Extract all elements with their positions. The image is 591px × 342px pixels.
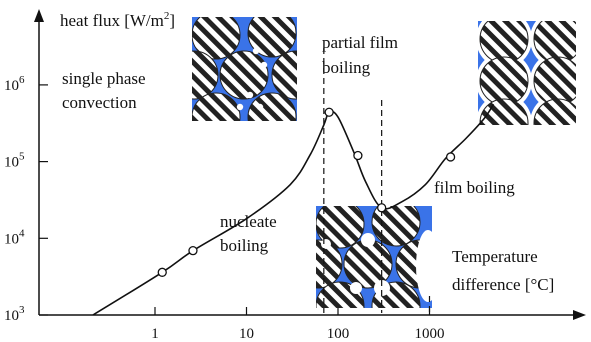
curve-marker (353, 150, 363, 161)
x-axis-label-line2: difference [°C] (452, 275, 554, 294)
particle (533, 21, 576, 64)
particle (192, 50, 219, 100)
particle (316, 206, 365, 249)
labels: heat flux [W/m2] Temperature difference … (60, 10, 554, 294)
particle (192, 17, 241, 60)
vapor-bubble (260, 61, 268, 69)
y-tick-exponent: 6 (19, 74, 25, 86)
nucleate-inset (192, 17, 297, 121)
x-tick-label: 1000 (415, 326, 445, 342)
y-tick-exponent: 4 (19, 227, 25, 239)
y-tick-exponent: 5 (19, 151, 25, 163)
curve-marker (445, 152, 456, 162)
region-label-partial-film-1: partial film (322, 33, 398, 52)
region-label-single-phase-2: convection (62, 93, 137, 112)
particle (533, 98, 576, 125)
x-axis-arrow (573, 310, 586, 320)
particle (371, 206, 421, 247)
transition-inset (316, 206, 432, 308)
y-tick-label: 105 (4, 151, 25, 171)
region-label-film: film boiling (434, 178, 515, 197)
boiling-curve (92, 103, 495, 316)
insets (192, 17, 576, 308)
x-tick-label: 10 (239, 326, 254, 342)
particle (247, 92, 297, 121)
vapor-bubble (256, 103, 264, 111)
particle (192, 92, 241, 121)
region-label-single-phase-1: single phase (62, 69, 146, 88)
y-tick-label: 103 (4, 304, 25, 324)
region-dividers (323, 48, 431, 313)
y-tick-label: 104 (4, 227, 25, 247)
film-inset (478, 21, 576, 125)
curve-marker (324, 107, 334, 117)
particle (479, 98, 529, 125)
curve-markers (157, 107, 456, 277)
vapor-bubble (361, 233, 375, 247)
y-tick-base: 10 (4, 308, 19, 324)
curve-marker (188, 246, 198, 256)
y-tick-label: 106 (4, 74, 25, 94)
x-tick-label: 1 (151, 326, 159, 342)
y-axis-arrow (34, 9, 44, 22)
particle (533, 56, 576, 106)
y-axis-label: heat flux [W/m2] (60, 10, 175, 30)
x-axis-label-line1: Temperature (452, 247, 538, 266)
region-label-partial-film-2: boiling (322, 58, 371, 77)
vapor-bubble (236, 103, 244, 111)
particle (479, 56, 529, 106)
curve-marker (377, 203, 387, 213)
vapor-patch (416, 230, 432, 302)
vapor-bubble (350, 282, 362, 294)
y-tick-exponent: 3 (19, 304, 25, 316)
particle (247, 17, 297, 58)
vapor-bubble (252, 47, 260, 55)
particle (271, 50, 297, 100)
region-label-nucleate-2: boiling (220, 236, 269, 255)
vapor-bubble (321, 239, 331, 249)
y-tick-base: 10 (4, 78, 19, 94)
particle (219, 50, 269, 100)
boiling-curve-line (92, 103, 495, 316)
particle (479, 21, 529, 64)
x-tick-label: 100 (327, 326, 350, 342)
y-tick-base: 10 (4, 231, 19, 247)
vapor-bubble (374, 280, 390, 296)
particle (316, 239, 343, 289)
region-label-nucleate-1: nucleate (220, 212, 277, 231)
vapor-bubble (246, 91, 254, 99)
curve-marker (157, 267, 167, 277)
y-tick-base: 10 (4, 155, 19, 171)
